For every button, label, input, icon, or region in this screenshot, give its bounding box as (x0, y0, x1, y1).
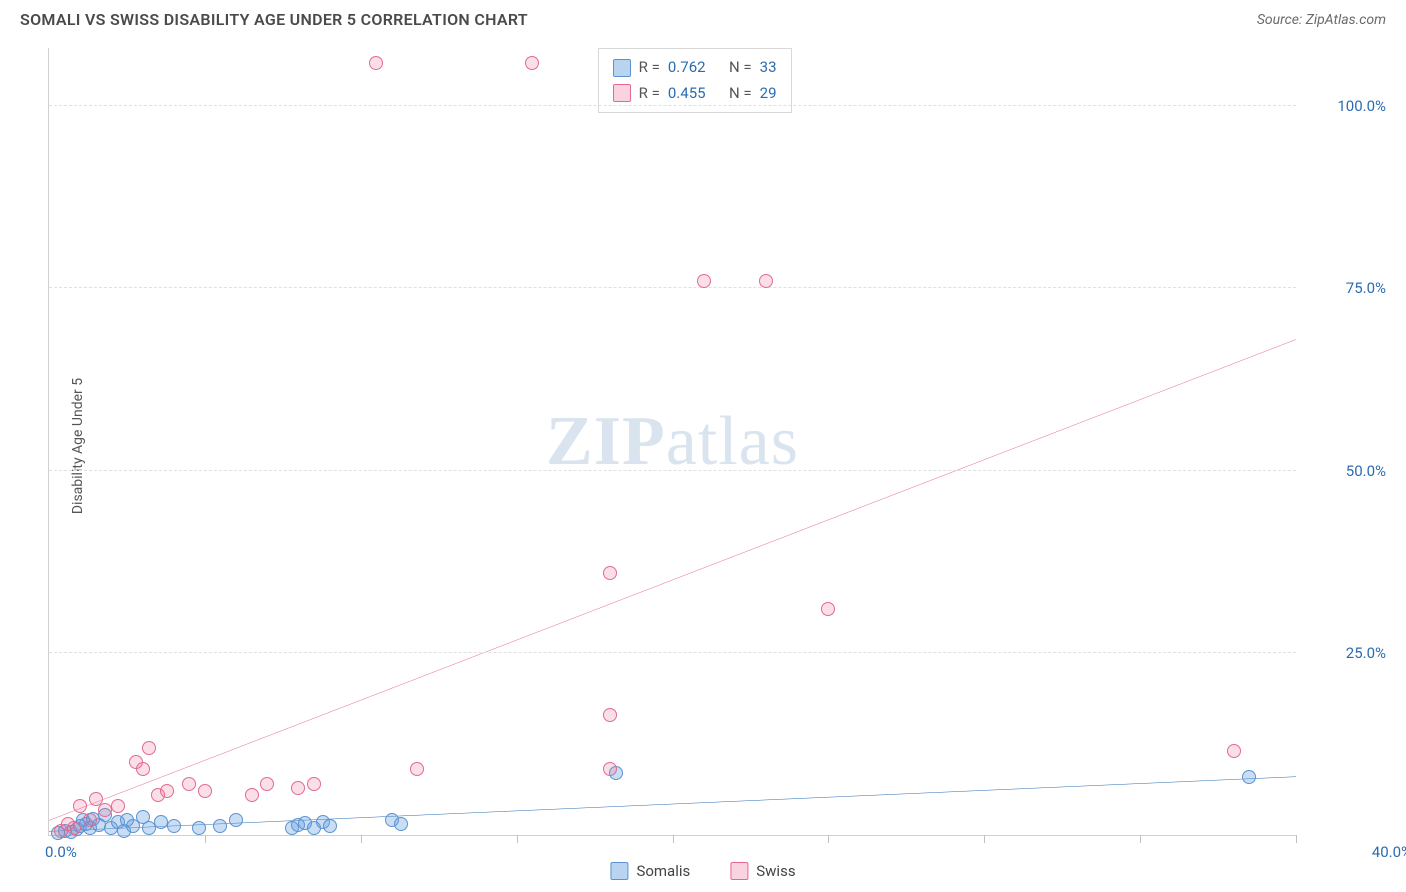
legend-label: Swiss (756, 862, 795, 880)
swatch-pink-icon (730, 862, 748, 880)
n-value: 29 (760, 81, 777, 107)
legend-row: R = 0.762 N = 33 (613, 55, 777, 81)
data-point (67, 821, 81, 835)
r-value: 0.762 (668, 55, 706, 81)
data-point (198, 784, 212, 798)
data-point (291, 781, 305, 795)
data-point (410, 762, 424, 776)
series-legend: Somalis Swiss (610, 862, 795, 880)
swatch-blue-icon (610, 862, 628, 880)
source-attribution: Source: ZipAtlas.com (1257, 12, 1386, 28)
legend-item: Somalis (610, 862, 690, 880)
data-point (307, 777, 321, 791)
data-point (525, 56, 539, 70)
data-point (697, 274, 711, 288)
data-point (142, 741, 156, 755)
watermark-bold: ZIP (546, 403, 666, 480)
data-point (1242, 770, 1256, 784)
data-point (260, 777, 274, 791)
legend-item: Swiss (730, 862, 795, 880)
xtick (828, 835, 829, 843)
data-point (83, 813, 97, 827)
xtick (673, 835, 674, 843)
data-point (111, 799, 125, 813)
data-point (192, 821, 206, 835)
x-origin-label: 0.0% (45, 843, 77, 861)
data-point (759, 274, 773, 288)
ytick-label: 50.0% (1306, 462, 1386, 480)
ytick-label: 100.0% (1306, 97, 1386, 115)
trend-lines (49, 48, 1296, 835)
data-point (821, 602, 835, 616)
xtick (517, 835, 518, 843)
data-point (369, 56, 383, 70)
xtick (205, 835, 206, 843)
x-max-label: 40.0% (1372, 843, 1406, 861)
swatch-pink-icon (613, 84, 631, 102)
data-point (394, 817, 408, 831)
r-value: 0.455 (668, 81, 706, 107)
data-point (213, 819, 227, 833)
data-point (603, 708, 617, 722)
gridline (49, 470, 1296, 471)
gridline (49, 652, 1296, 653)
data-point (160, 784, 174, 798)
watermark-light: atlas (666, 403, 799, 480)
data-point (167, 819, 181, 833)
r-label: R = (639, 81, 660, 107)
xtick (984, 835, 985, 843)
scatter-chart: ZIPatlas R = 0.762 N = 33 R = 0.455 N = … (48, 48, 1296, 836)
xtick (1296, 835, 1297, 843)
legend-row: R = 0.455 N = 29 (613, 81, 777, 107)
xtick (1140, 835, 1141, 843)
gridline (49, 287, 1296, 288)
data-point (136, 762, 150, 776)
data-point (1227, 744, 1241, 758)
trend-line (49, 339, 1296, 820)
n-value: 33 (760, 55, 777, 81)
data-point (603, 566, 617, 580)
data-point (323, 819, 337, 833)
data-point (603, 762, 617, 776)
xtick (361, 835, 362, 843)
legend-label: Somalis (636, 862, 690, 880)
r-label: R = (639, 55, 660, 81)
data-point (73, 799, 87, 813)
ytick-label: 75.0% (1306, 279, 1386, 297)
gridline (49, 105, 1296, 106)
data-point (182, 777, 196, 791)
data-point (245, 788, 259, 802)
data-point (229, 813, 243, 827)
n-label: N = (729, 81, 752, 107)
correlation-legend: R = 0.762 N = 33 R = 0.455 N = 29 (598, 48, 792, 113)
swatch-blue-icon (613, 59, 631, 77)
chart-title: SOMALI VS SWISS DISABILITY AGE UNDER 5 C… (20, 10, 528, 29)
n-label: N = (729, 55, 752, 81)
chart-header: SOMALI VS SWISS DISABILITY AGE UNDER 5 C… (0, 0, 1406, 35)
ytick-label: 25.0% (1306, 644, 1386, 662)
